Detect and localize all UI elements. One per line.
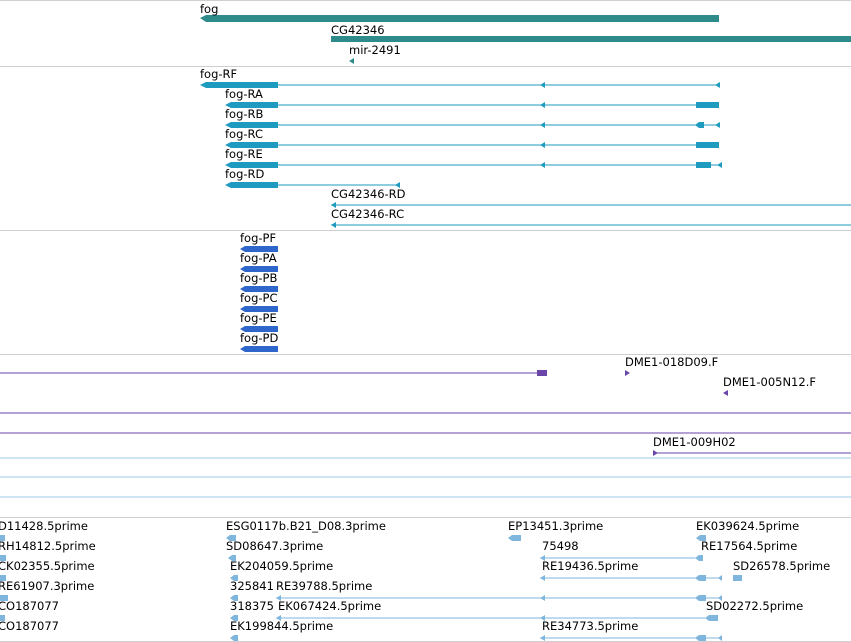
- protein-label-fog-pb[interactable]: fog-PB: [240, 271, 278, 285]
- track-separator: [0, 517, 851, 518]
- est-feature[interactable]: [0, 615, 718, 621]
- gene-track: [200, 15, 851, 64]
- clone-label-dme1-005n12[interactable]: DME1-005N12.F: [723, 375, 816, 389]
- est-feature[interactable]: [0, 575, 742, 581]
- protein-fog-pe[interactable]: [240, 326, 278, 332]
- est-label[interactable]: EK199844.5prime: [230, 619, 334, 633]
- gene-label-fog[interactable]: fog: [200, 2, 219, 16]
- track-separator: [0, 66, 851, 67]
- est-label[interactable]: SD26578.5prime: [733, 559, 831, 573]
- track-separator: [0, 230, 851, 231]
- est-label[interactable]: RE34773.5prime: [542, 619, 639, 633]
- est-label[interactable]: 318375: [230, 599, 274, 613]
- est-label[interactable]: 325841: [230, 579, 274, 593]
- clone-dme1-009h02[interactable]: [653, 450, 851, 456]
- transcript-label-fog-rc[interactable]: fog-RC: [225, 127, 263, 141]
- transcript-fog-re[interactable]: [225, 162, 722, 168]
- transcript-label-cg42346-rd[interactable]: CG42346-RD: [331, 187, 406, 201]
- protein-label-fog-pa[interactable]: fog-PA: [240, 251, 277, 265]
- track-separator: [0, 354, 851, 355]
- gene-label-cg42346[interactable]: CG42346: [331, 23, 385, 37]
- protein-label-fog-pf[interactable]: fog-PF: [240, 231, 277, 245]
- transcript-label-fog-ra[interactable]: fog-RA: [225, 87, 263, 101]
- est-label[interactable]: CK02355.5prime: [0, 559, 95, 573]
- protein-label-fog-pd[interactable]: fog-PD: [240, 331, 279, 345]
- est-label[interactable]: EK067424.5prime: [278, 599, 382, 613]
- transcript-fog-rb[interactable]: [225, 122, 720, 128]
- est-feature[interactable]: [0, 535, 706, 541]
- transcript-label-fog-rd[interactable]: fog-RD: [225, 167, 265, 181]
- est-feature[interactable]: [0, 555, 703, 561]
- clone-long-1[interactable]: [0, 370, 547, 376]
- est-label[interactable]: EK039624.5prime: [696, 519, 800, 533]
- transcript-label-cg42346-rc[interactable]: CG42346-RC: [331, 207, 405, 221]
- gene-label-mir2491[interactable]: mir-2491: [349, 43, 401, 57]
- transcript-label-fog-rb[interactable]: fog-RB: [225, 107, 264, 121]
- transcript-fog-rf[interactable]: [200, 82, 720, 88]
- est-label[interactable]: RE17564.5prime: [701, 539, 798, 553]
- clone-label-dme1-009h02[interactable]: DME1-009H02: [653, 435, 736, 449]
- est-label[interactable]: SD02272.5prime: [706, 599, 804, 613]
- est-track: [0, 535, 742, 641]
- transcript-cg42346-rc[interactable]: [331, 222, 851, 228]
- clone-dme1-005n12-arrow[interactable]: [723, 390, 728, 396]
- clone-track: [0, 370, 851, 456]
- gene-fog-bar[interactable]: [200, 15, 719, 22]
- transcript-label-fog-re[interactable]: fog-RE: [225, 147, 263, 161]
- transcript-label-fog-rf[interactable]: fog-RF: [200, 67, 238, 81]
- est-label[interactable]: RE61907.3prime: [0, 579, 95, 593]
- est-label[interactable]: ESG0117b.B21_D08.3prime: [226, 519, 386, 533]
- gene-cg42346-bar[interactable]: [331, 36, 851, 42]
- protein-fog-pb[interactable]: [240, 286, 278, 292]
- protein-fog-pf[interactable]: [240, 246, 278, 252]
- clone-dme1-018d09-arrow[interactable]: [625, 370, 630, 376]
- est-label[interactable]: EP13451.3prime: [508, 519, 604, 533]
- protein-label-fog-pe[interactable]: fog-PE: [240, 311, 277, 325]
- protein-track: [240, 246, 278, 352]
- est-label[interactable]: CO187077: [0, 619, 59, 633]
- transcript-fog-rd[interactable]: [225, 182, 400, 188]
- est-feature[interactable]: [0, 595, 722, 601]
- track-separator: [0, 0, 851, 1]
- protein-fog-pd[interactable]: [240, 346, 278, 352]
- est-label[interactable]: D11428.5prime: [0, 519, 88, 533]
- protein-fog-pa[interactable]: [240, 266, 278, 272]
- est-label[interactable]: RH14812.5prime: [0, 539, 96, 553]
- protein-fog-pc[interactable]: [240, 306, 278, 312]
- est-label[interactable]: RE39788.5prime: [276, 579, 373, 593]
- est-label[interactable]: 75498: [542, 539, 579, 553]
- est-feature[interactable]: [230, 635, 722, 641]
- est-label[interactable]: EK204059.5prime: [230, 559, 334, 573]
- gene-mir2491-arrow[interactable]: [349, 58, 354, 64]
- est-label[interactable]: SD08647.3prime: [226, 539, 324, 553]
- clone-label-dme1-018d09[interactable]: DME1-018D09.F: [625, 355, 719, 369]
- protein-label-fog-pc[interactable]: fog-PC: [240, 291, 278, 305]
- transcript-cg42346-rd[interactable]: [331, 202, 851, 208]
- transcript-fog-rc[interactable]: [225, 142, 719, 148]
- transcript-fog-ra[interactable]: [225, 102, 719, 108]
- est-label[interactable]: RE19436.5prime: [542, 559, 639, 573]
- transcript-track: [200, 82, 851, 228]
- est-label[interactable]: CO187077: [0, 599, 59, 613]
